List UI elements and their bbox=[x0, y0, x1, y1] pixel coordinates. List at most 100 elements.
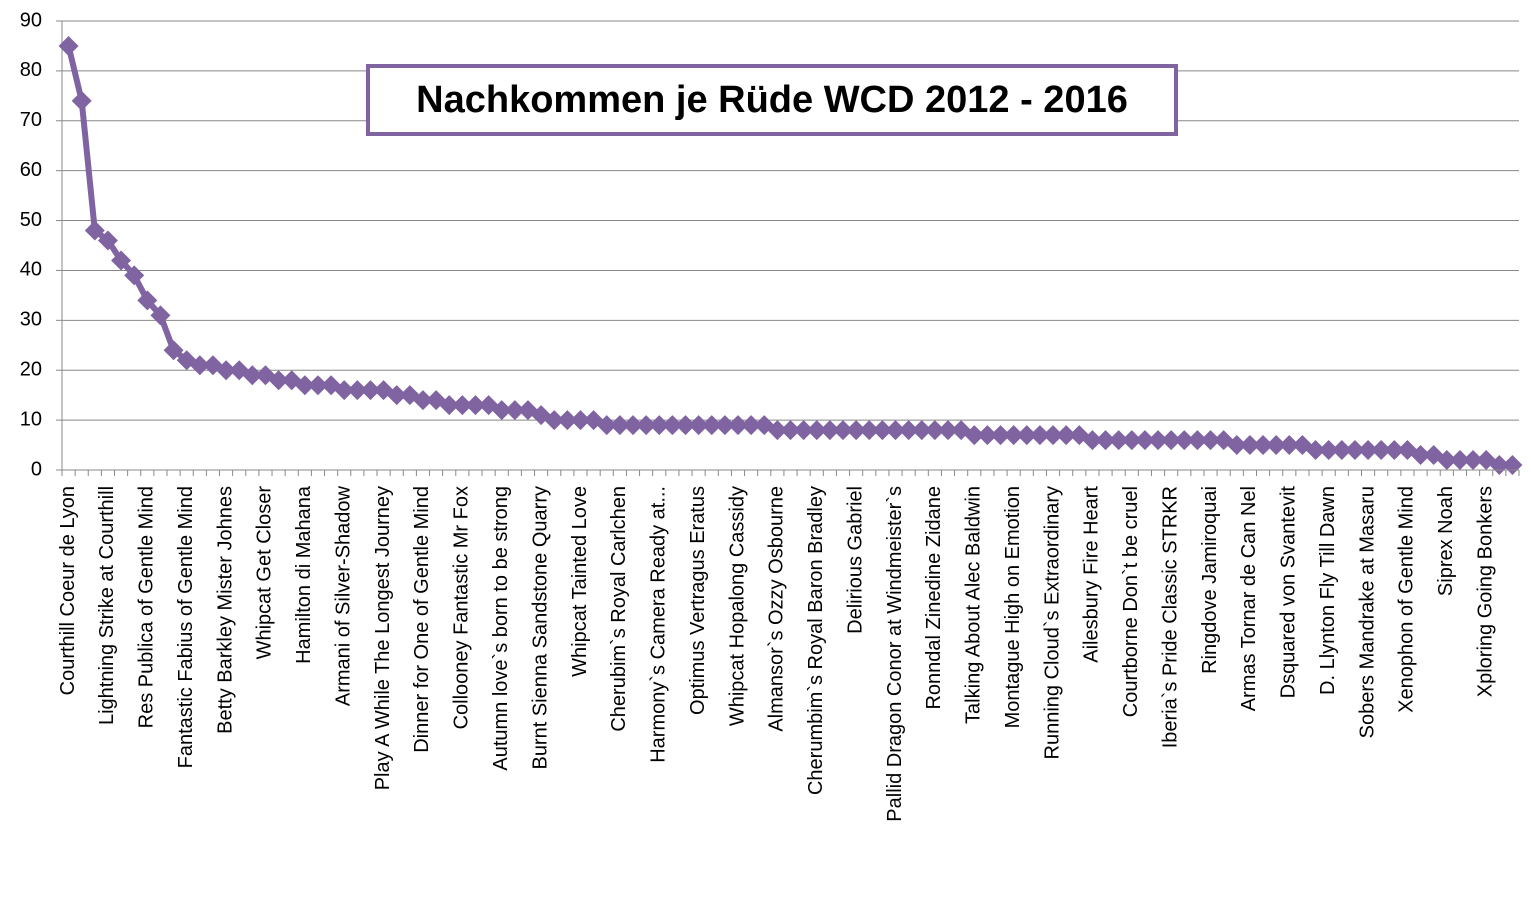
marker bbox=[675, 415, 696, 436]
x-tick-label: Running Cloud`s Extraordinary bbox=[1041, 486, 1063, 759]
marker bbox=[1108, 430, 1129, 451]
x-tick-label: Play A While The Longest Journey bbox=[372, 486, 394, 790]
marker bbox=[911, 420, 932, 441]
marker bbox=[150, 305, 171, 326]
marker bbox=[1200, 430, 1221, 451]
marker bbox=[452, 395, 473, 416]
marker bbox=[570, 410, 591, 431]
x-tick-label: Whipcat Hopalong Cassidy bbox=[726, 486, 748, 726]
marker bbox=[859, 420, 880, 441]
x-tick-label: Hamilton di Mahana bbox=[293, 485, 315, 664]
marker bbox=[1344, 440, 1365, 461]
marker bbox=[649, 415, 670, 436]
x-tick-label: Talking About Alec Baldwin bbox=[963, 486, 985, 724]
y-tick-label: 0 bbox=[31, 458, 42, 480]
marker bbox=[504, 400, 525, 421]
marker bbox=[1161, 430, 1182, 451]
y-tick-label: 60 bbox=[20, 159, 42, 181]
marker bbox=[1463, 450, 1484, 471]
x-tick-label: Harmony`s Camera Ready at... bbox=[648, 486, 670, 763]
marker bbox=[1134, 430, 1155, 451]
marker bbox=[1095, 430, 1116, 451]
marker bbox=[767, 420, 788, 441]
marker bbox=[491, 400, 512, 421]
marker bbox=[1121, 430, 1142, 451]
x-tick-label: Whipcat Get Closer bbox=[254, 486, 276, 660]
x-tick-label: Optimus Vertragus Eratus bbox=[687, 486, 709, 715]
marker bbox=[793, 420, 814, 441]
marker bbox=[1358, 440, 1379, 461]
marker bbox=[872, 420, 893, 441]
x-tick-label: Courthill Coeur de Lyon bbox=[57, 486, 79, 695]
marker bbox=[898, 420, 919, 441]
marker bbox=[557, 410, 578, 431]
x-tick-label: Siprex Noah bbox=[1435, 486, 1457, 596]
marker bbox=[688, 415, 709, 436]
x-tick-label: Res Publica of Gentle Mind bbox=[136, 486, 158, 728]
marker bbox=[977, 425, 998, 446]
marker bbox=[71, 90, 92, 111]
marker bbox=[806, 420, 827, 441]
marker bbox=[885, 420, 906, 441]
y-tick-label: 70 bbox=[20, 109, 42, 131]
x-tick-label: Ailesbury Fire Heart bbox=[1081, 486, 1103, 663]
marker bbox=[189, 355, 210, 376]
x-tick-label: Cherumbim`s Royal Baron Bradley bbox=[805, 486, 827, 795]
marker bbox=[701, 415, 722, 436]
marker bbox=[833, 420, 854, 441]
marker bbox=[636, 415, 657, 436]
x-tick-label: Pallid Dragon Conor at Windmeister`s bbox=[884, 486, 906, 822]
x-tick-label: Whipcat Tainted Love bbox=[569, 486, 591, 677]
title-box bbox=[366, 64, 1178, 136]
marker bbox=[964, 425, 985, 446]
x-tick-label: Fantastic Fabius of Gentle Mind bbox=[175, 486, 197, 768]
marker bbox=[242, 365, 263, 386]
marker bbox=[1187, 430, 1208, 451]
marker bbox=[544, 410, 565, 431]
marker bbox=[97, 230, 118, 251]
x-tick-label: Lightning Strike at Courthill bbox=[96, 486, 118, 725]
x-tick-label: Burnt Sienna Sandstone Quarry bbox=[529, 486, 551, 770]
marker bbox=[1003, 425, 1024, 446]
marker bbox=[741, 415, 762, 436]
x-tick-label: Sobers Mandrake at Masaru bbox=[1356, 486, 1378, 738]
x-tick-label: D. Llynton Fly Till Dawn bbox=[1317, 486, 1339, 695]
y-tick-label: 30 bbox=[20, 309, 42, 331]
marker bbox=[622, 415, 643, 436]
marker bbox=[780, 420, 801, 441]
marker bbox=[84, 220, 105, 241]
marker bbox=[714, 415, 735, 436]
marker bbox=[1082, 430, 1103, 451]
x-tick-label: Collooney Fantastic Mr Fox bbox=[451, 486, 473, 729]
marker bbox=[1148, 430, 1169, 451]
marker bbox=[1305, 440, 1326, 461]
y-tick-label: 90 bbox=[20, 9, 42, 31]
marker bbox=[58, 35, 79, 56]
marker bbox=[727, 415, 748, 436]
x-tick-label: Cherubim`s Royal Carlchen bbox=[608, 486, 630, 732]
marker bbox=[294, 375, 315, 396]
x-tick-label: Autumn love`s born to be strong bbox=[490, 486, 512, 771]
x-tick-label: Courtborne Don`t be cruel bbox=[1120, 486, 1142, 717]
x-tick-label: Delirious Gabriel bbox=[844, 486, 866, 634]
y-tick-label: 40 bbox=[20, 259, 42, 281]
marker bbox=[111, 250, 132, 271]
marker bbox=[1266, 435, 1287, 456]
marker bbox=[1449, 450, 1470, 471]
marker bbox=[163, 340, 184, 361]
x-tick-label: Ringdove Jamiroquai bbox=[1199, 486, 1221, 674]
marker bbox=[307, 375, 328, 396]
marker bbox=[465, 395, 486, 416]
chart-title: Nachkommen je Rüde WCD 2012 - 2016 bbox=[416, 79, 1128, 121]
marker bbox=[1279, 435, 1300, 456]
marker bbox=[662, 415, 683, 436]
marker bbox=[1253, 435, 1274, 456]
x-tick-label: Dsquared von Svantevit bbox=[1278, 486, 1300, 699]
marker bbox=[439, 395, 460, 416]
marker bbox=[137, 290, 158, 311]
marker bbox=[1016, 425, 1037, 446]
marker bbox=[1174, 430, 1195, 451]
marker bbox=[1384, 440, 1405, 461]
x-tick-label: Dinner for One of Gentle Mind bbox=[411, 486, 433, 753]
marker bbox=[216, 360, 237, 381]
